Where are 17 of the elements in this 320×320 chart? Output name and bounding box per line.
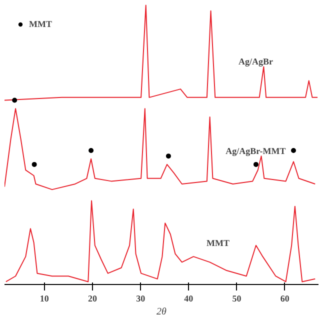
point [253, 162, 258, 167]
x-tick-label: 10 [40, 294, 50, 304]
x-tick-label: 30 [136, 294, 146, 304]
x-tick-label: 50 [232, 294, 242, 304]
series-label: Ag/AgBr-MMT [226, 146, 286, 156]
point [290, 148, 296, 153]
x-tick-label: 20 [88, 294, 98, 304]
series-label: MMT [206, 238, 230, 248]
series-label: Ag/AgBr [238, 56, 273, 67]
legend-label: MMT [29, 19, 52, 29]
point [12, 98, 18, 103]
x-tick-label: 60 [280, 294, 290, 304]
x-axis-title: 2θ [156, 306, 167, 318]
point [32, 162, 37, 167]
point [88, 148, 94, 153]
point [166, 154, 171, 159]
x-tick-label: 40 [184, 294, 194, 304]
